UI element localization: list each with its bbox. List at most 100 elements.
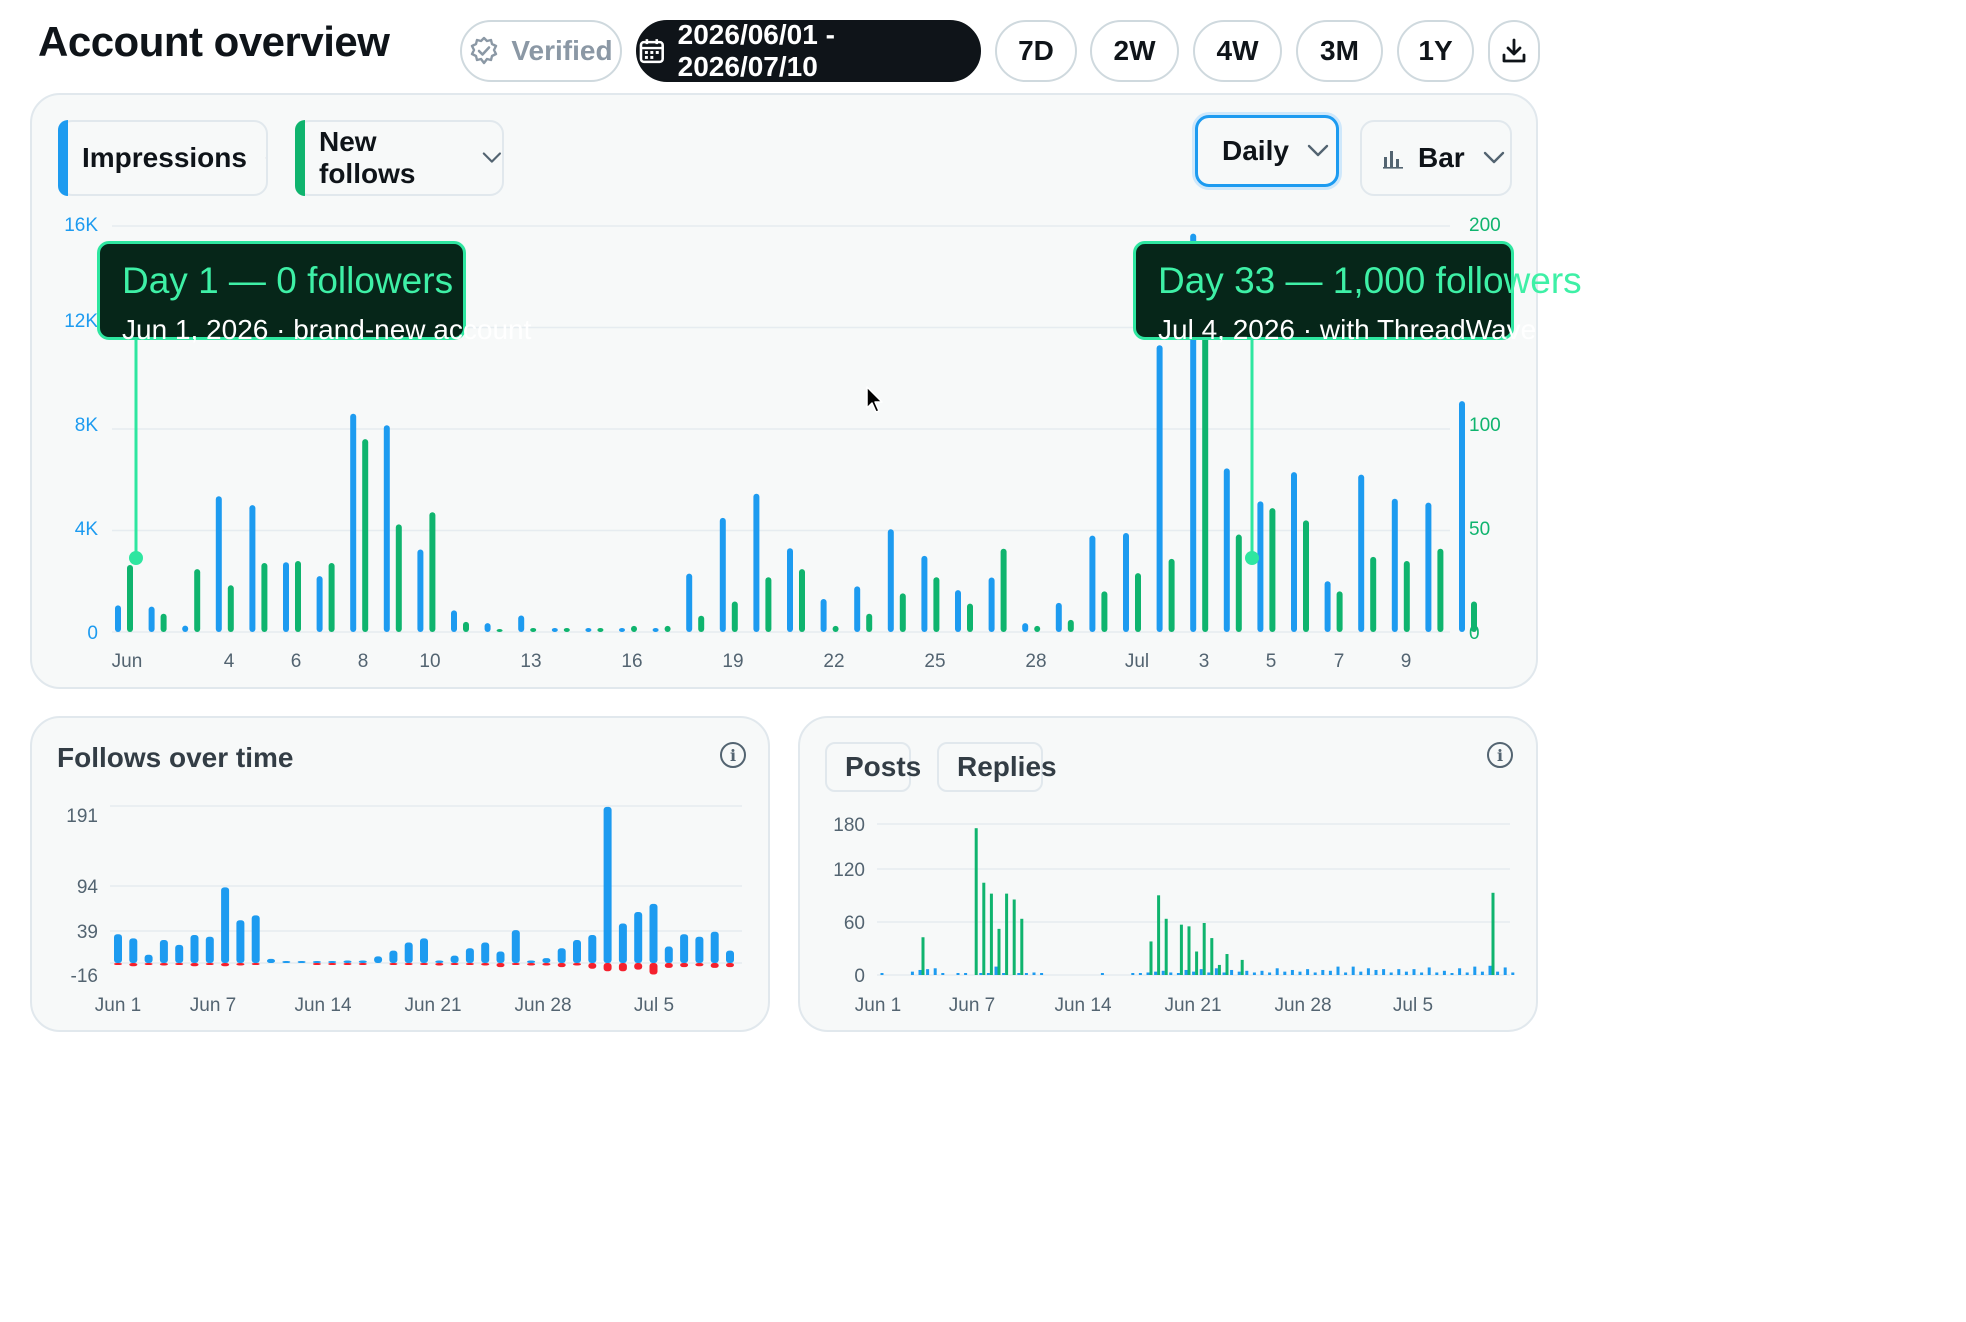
tooltip-day33-sub: Jul 4, 2026 · with ThreadWave (1158, 314, 1537, 345)
impressions-bar (148, 606, 155, 632)
y-right-tick-label: 0 (1469, 623, 1480, 644)
y-tick-label: 120 (833, 860, 865, 881)
gained-bar (695, 936, 704, 963)
posts-bar (1366, 968, 1370, 975)
impressions-bar (921, 555, 928, 632)
y-left-tick-label: 8K (75, 415, 99, 436)
follows-bar (799, 569, 805, 632)
granularity-dropdown[interactable]: Daily (1195, 115, 1339, 187)
y-tick-label: 94 (77, 877, 99, 898)
x-tick-label: Jun (112, 651, 143, 672)
verified-icon (471, 36, 498, 65)
chip-posts-label: Posts (845, 751, 922, 782)
chip-replies[interactable]: Replies (937, 742, 1057, 792)
y-left-tick-label: 12K (64, 311, 98, 332)
gained-bar (236, 920, 245, 963)
posts-bar (986, 973, 990, 975)
posts-bar (918, 969, 922, 975)
range-1y-button[interactable]: 1Y (1397, 20, 1474, 82)
x-tick-label: 4 (224, 651, 235, 672)
chart-type-dropdown[interactable]: Bar (1360, 120, 1512, 196)
lost-bar (159, 963, 168, 966)
posts-bar (1146, 972, 1150, 975)
x-tick-label: Jun 14 (1054, 995, 1111, 1016)
x-tick-label: 13 (520, 651, 541, 672)
y-left-tick-label: 16K (64, 215, 98, 236)
follows-bar (1336, 591, 1343, 632)
posts-bar (1290, 969, 1294, 975)
lost-bar (557, 963, 566, 968)
x-tick-label: 25 (924, 651, 945, 672)
range-2w-button[interactable]: 2W (1090, 20, 1179, 82)
impressions-bar (1324, 581, 1331, 632)
follows-bar (295, 560, 301, 632)
x-tick-label: 19 (722, 651, 743, 672)
follows-bar (866, 613, 873, 632)
impressions-bar (1156, 345, 1163, 632)
impressions-bar (1223, 468, 1230, 632)
gained-bar (435, 960, 444, 963)
posts-bar (1237, 971, 1241, 975)
info-icon[interactable]: i (1487, 742, 1513, 768)
range-3m-button[interactable]: 3M (1296, 20, 1383, 82)
x-tick-label: Jul 5 (634, 995, 674, 1016)
x-tick-label: 8 (358, 651, 369, 672)
x-tick-label: 6 (291, 651, 302, 672)
metric1-dropdown[interactable]: Impressions (58, 120, 268, 196)
verified-badge[interactable]: Verified (460, 20, 622, 82)
x-tick-label: 5 (1266, 651, 1277, 672)
lost-bar (251, 963, 260, 965)
impressions-bar (115, 605, 121, 632)
gained-bar (190, 935, 199, 963)
impressions-bar (1425, 502, 1432, 632)
chevron-down-icon (264, 157, 266, 159)
replies-bar (1210, 938, 1214, 975)
impressions-bar (652, 628, 659, 632)
metric2-dropdown[interactable]: New follows (295, 120, 504, 196)
y-tick-label: 39 (77, 922, 98, 943)
impressions-bar (787, 548, 793, 632)
replies-bar (921, 937, 925, 975)
tooltip-day33-title: Day 33 — 1,000 followers (1158, 260, 1582, 301)
gained-bar (557, 948, 566, 963)
gained-bar (511, 930, 520, 963)
lost-bar (634, 963, 643, 970)
lost-bar (190, 963, 199, 967)
date-range-label: 2026/06/01 - 2026/07/10 (677, 19, 835, 82)
gained-bar (726, 950, 734, 963)
posts-bar (1351, 966, 1355, 975)
replies-bar (997, 928, 1001, 975)
impressions-bar (283, 562, 289, 632)
posts-bar (1138, 973, 1142, 975)
range-4w-button[interactable]: 4W (1193, 20, 1282, 82)
calendar-icon (639, 39, 664, 64)
posts-bar (1040, 973, 1044, 975)
follows-bar (664, 625, 671, 632)
posts-bar (1336, 966, 1340, 975)
posts-bar (1511, 972, 1515, 975)
replies-bar (1005, 893, 1009, 975)
chart-type-label: Bar (1418, 142, 1465, 173)
gained-bar (129, 938, 138, 963)
lost-bar (680, 963, 689, 968)
chevron-down-icon (1307, 144, 1329, 157)
posts-bar (933, 968, 937, 975)
x-tick-label: Jun 1 (95, 995, 141, 1016)
date-range-button[interactable]: 2026/06/01 - 2026/07/10 (636, 19, 981, 82)
posts-bar (1214, 968, 1218, 975)
lost-bar (114, 963, 122, 965)
follows-bar (1471, 601, 1477, 632)
impressions-bar (484, 623, 491, 632)
info-icon[interactable]: i (720, 742, 746, 768)
range-7d-button[interactable]: 7D (995, 20, 1077, 82)
posts-bar (1374, 969, 1378, 975)
impressions-bar (383, 425, 390, 632)
impressions-bar (988, 577, 995, 632)
posts-bar (1382, 969, 1386, 975)
download-button[interactable] (1488, 20, 1540, 82)
chip-posts[interactable]: Posts (825, 742, 921, 792)
lost-bar (588, 963, 597, 969)
gained-bar (404, 942, 413, 963)
gained-bar (680, 934, 689, 963)
